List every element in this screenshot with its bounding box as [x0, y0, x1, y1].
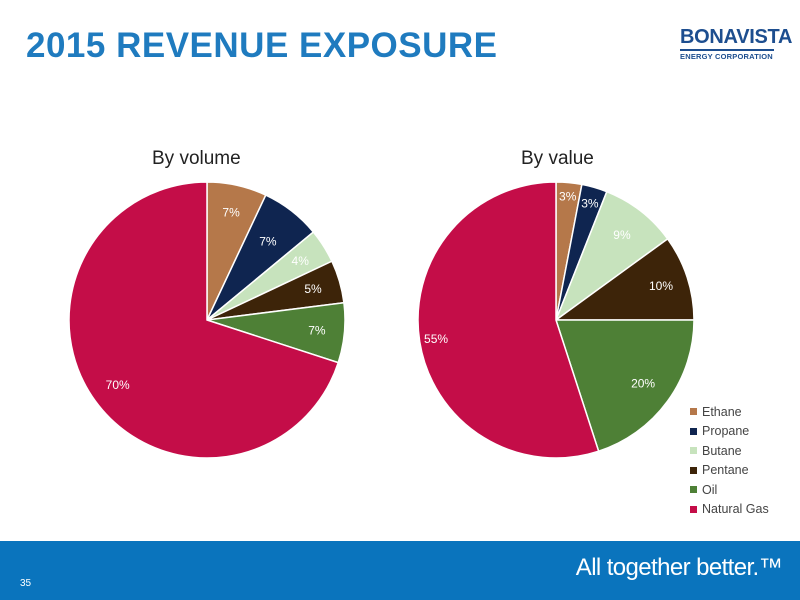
pie-slice-pentane: [553, 237, 695, 321]
tagline: All together better.™: [575, 554, 783, 581]
legend-item-propane: Propane: [690, 422, 769, 442]
legend-item-natural-gas: Natural Gas: [690, 500, 769, 520]
slice-label-natural-gas: 70%: [106, 378, 130, 392]
pie-slice-natural-gas: [68, 181, 340, 459]
slice-label-oil: 20%: [631, 376, 655, 390]
slice-label-pentane: 5%: [304, 282, 322, 296]
legend-swatch: [690, 447, 697, 455]
page-number: 35: [20, 578, 32, 589]
legend-swatch: [690, 427, 697, 435]
legend-swatch: [690, 505, 697, 513]
value-chart-title: By value: [521, 148, 594, 169]
legend-item-oil: Oil: [690, 480, 769, 500]
legend-label: Propane: [702, 424, 750, 439]
slice-label-pentane: 10%: [649, 279, 673, 293]
slice-label-ethane: 7%: [222, 205, 240, 219]
company-logo: BONAVISTA ENERGY CORPORATION: [680, 26, 792, 66]
legend-label: Ethane: [702, 404, 742, 419]
slice-label-natural-gas: 55%: [424, 332, 448, 346]
slice-label-butane: 4%: [292, 254, 310, 268]
legend-item-butane: Butane: [690, 441, 769, 461]
legend-label: Natural Gas: [702, 502, 769, 517]
logo-divider: [680, 49, 774, 51]
legend-item-pentane: Pentane: [690, 461, 769, 481]
legend-swatch: [690, 486, 697, 494]
legend-label: Oil: [702, 482, 718, 497]
footer-bar: 35 All together better.™: [0, 541, 800, 600]
legend-label: Pentane: [702, 463, 749, 478]
logo-name: BONAVISTA: [680, 26, 793, 48]
slice-label-propane: 7%: [259, 234, 277, 248]
legend-item-ethane: Ethane: [690, 402, 769, 422]
slice-label-ethane: 3%: [559, 189, 577, 203]
legend-swatch: [690, 408, 697, 416]
slice-label-butane: 9%: [613, 228, 631, 242]
chart-legend: Ethane Propane Butane Pentane Oil Natura…: [690, 402, 769, 519]
slice-label-propane: 3%: [581, 196, 599, 210]
pie-slice-oil: [554, 319, 695, 453]
legend-label: Butane: [702, 443, 742, 458]
legend-swatch: [690, 466, 697, 474]
pie-slice-natural-gas: [417, 181, 600, 459]
slide-title: 2015 REVENUE EXPOSURE: [26, 26, 498, 65]
logo-subtitle: ENERGY CORPORATION: [680, 52, 773, 61]
slice-label-oil: 7%: [308, 323, 326, 337]
volume-chart-title: By volume: [152, 148, 241, 169]
